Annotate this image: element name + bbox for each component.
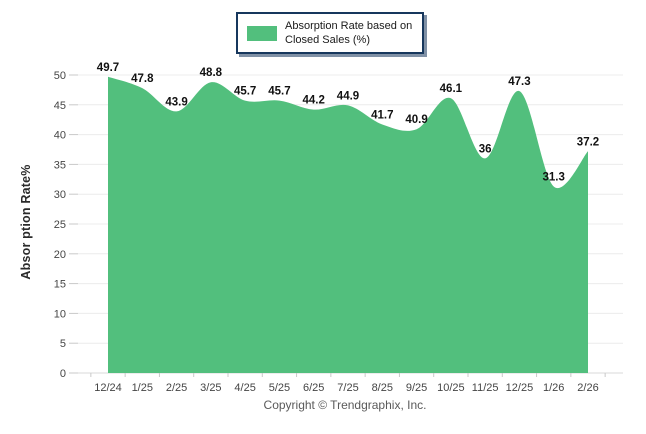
legend-label: Absorption Rate based on Closed Sales (%… — [285, 19, 412, 47]
x-tick-label: 8/25 — [372, 382, 393, 394]
y-tick-label: 15 — [54, 279, 66, 291]
data-label: 45.7 — [234, 86, 256, 98]
data-label: 41.7 — [371, 109, 393, 121]
x-tick-label: 2/25 — [166, 382, 187, 394]
x-tick-label: 4/25 — [234, 382, 255, 394]
x-tick-label: 10/25 — [437, 382, 465, 394]
y-tick-label: 0 — [60, 368, 66, 380]
x-tick-label: 5/25 — [269, 382, 290, 394]
data-label: 48.8 — [200, 67, 223, 79]
copyright-text: Copyright © Trendgraphix, Inc. — [263, 398, 427, 412]
data-label: 45.7 — [268, 86, 290, 98]
y-tick-label: 40 — [54, 130, 66, 142]
data-label: 47.3 — [508, 76, 530, 88]
y-tick-label: 45 — [54, 100, 66, 112]
legend-label-line2: Closed Sales (%) — [285, 34, 370, 46]
y-tick-label: 10 — [54, 308, 66, 320]
data-label: 46.1 — [440, 83, 463, 95]
x-tick-label: 1/26 — [543, 382, 564, 394]
y-tick-label: 20 — [54, 249, 66, 261]
x-tick-label: 11/25 — [472, 382, 499, 394]
y-tick-label: 50 — [54, 70, 66, 82]
y-tick-label: 25 — [54, 219, 66, 231]
chart-legend: Absorption Rate based on Closed Sales (%… — [236, 12, 425, 54]
y-tick-label: 30 — [54, 189, 66, 201]
x-tick-label: 2/26 — [577, 382, 598, 394]
x-tick-label: 1/25 — [132, 382, 153, 394]
data-label: 37.2 — [577, 136, 599, 148]
x-tick-label: 7/25 — [337, 382, 358, 394]
x-tick-label: 12/25 — [506, 382, 534, 394]
legend-label-line1: Absorption Rate based on — [285, 20, 413, 32]
legend-swatch-icon — [247, 25, 277, 41]
data-label: 44.2 — [303, 95, 325, 107]
y-tick-label: 35 — [54, 159, 66, 171]
y-tick-label: 5 — [60, 338, 66, 350]
data-label: 43.9 — [165, 96, 187, 108]
data-label: 44.9 — [337, 90, 359, 102]
data-label: 49.7 — [97, 62, 119, 74]
x-tick-label: 9/25 — [406, 382, 427, 394]
x-tick-label: 12/24 — [94, 382, 122, 394]
x-tick-label: 6/25 — [303, 382, 324, 394]
data-label: 36 — [479, 143, 492, 155]
data-label: 40.9 — [405, 114, 427, 126]
data-label: 31.3 — [543, 171, 565, 183]
area-series — [108, 76, 588, 374]
data-label: 47.8 — [131, 73, 154, 85]
x-tick-label: 3/25 — [200, 382, 221, 394]
